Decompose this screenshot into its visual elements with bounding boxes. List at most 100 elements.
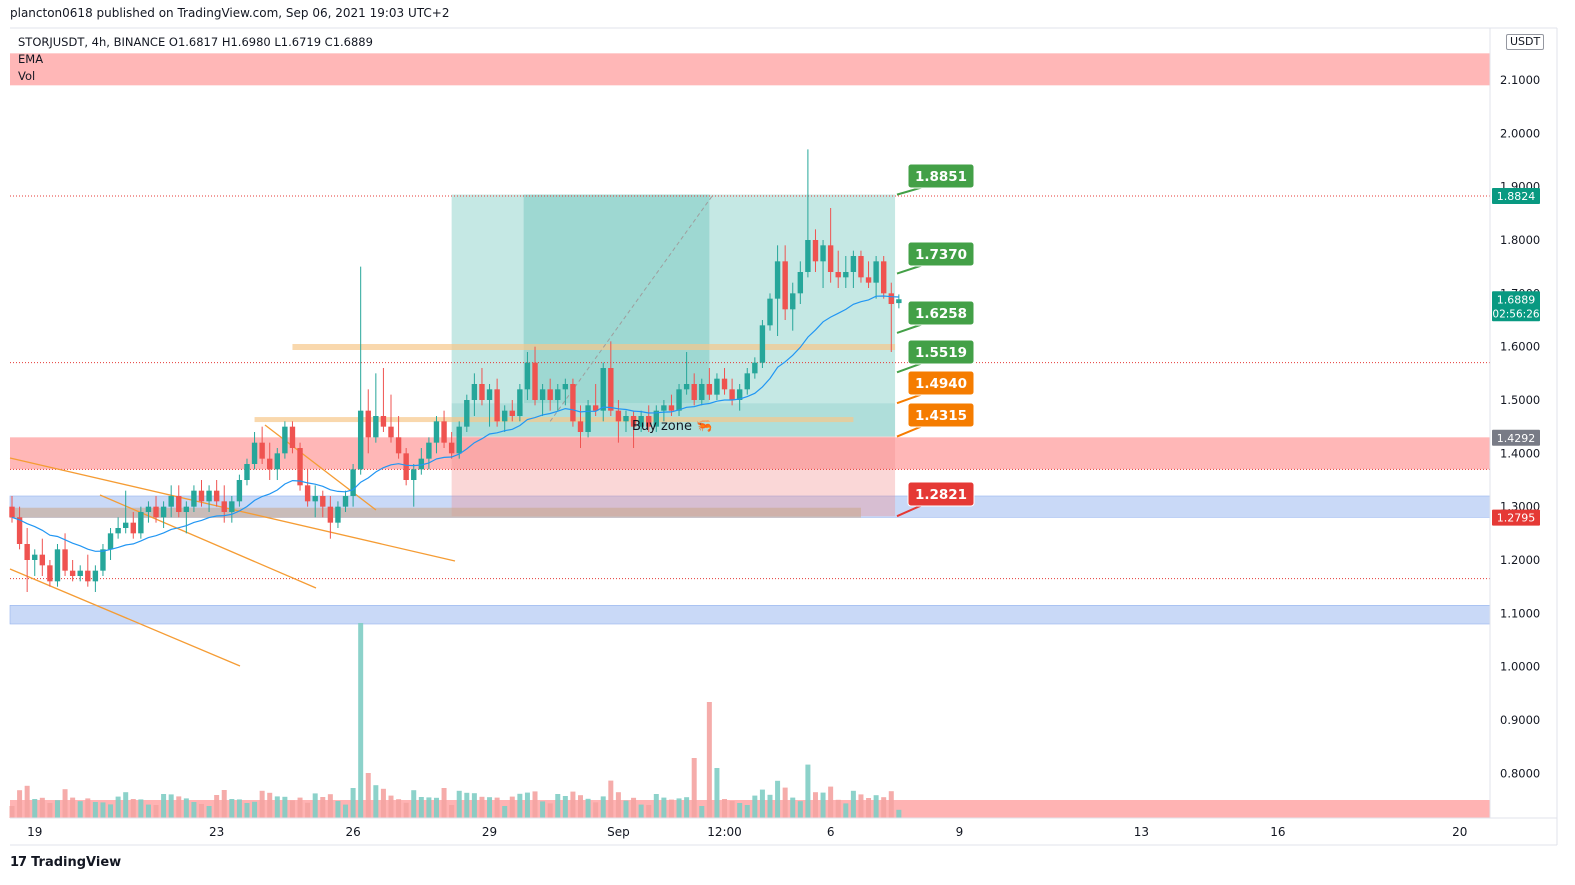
candle-body[interactable] bbox=[615, 410, 622, 422]
candle-body[interactable] bbox=[706, 384, 713, 395]
candle-body[interactable] bbox=[403, 453, 409, 480]
candle-body[interactable] bbox=[176, 496, 182, 512]
candle-body[interactable] bbox=[365, 410, 371, 438]
ema-legend[interactable]: EMA bbox=[18, 52, 44, 66]
candle-body[interactable] bbox=[494, 389, 500, 422]
candle-body[interactable] bbox=[835, 272, 841, 278]
candle-body[interactable] bbox=[244, 464, 250, 480]
candle-body[interactable] bbox=[464, 400, 470, 427]
candle-body[interactable] bbox=[539, 389, 546, 400]
candle-body[interactable] bbox=[160, 506, 167, 518]
candle-body[interactable] bbox=[130, 522, 136, 534]
candle-body[interactable] bbox=[896, 299, 902, 304]
candle-body[interactable] bbox=[77, 570, 83, 576]
candle-body[interactable] bbox=[797, 272, 804, 294]
candle-body[interactable] bbox=[577, 421, 584, 432]
candle-body[interactable] bbox=[714, 378, 720, 395]
candle-body[interactable] bbox=[721, 378, 728, 390]
candle-body[interactable] bbox=[32, 554, 38, 560]
candle-body[interactable] bbox=[486, 389, 493, 400]
candle-body[interactable] bbox=[843, 272, 849, 278]
candle-body[interactable] bbox=[62, 549, 68, 571]
candle-body[interactable] bbox=[850, 256, 857, 272]
candle-body[interactable] bbox=[213, 490, 220, 502]
symbol-legend[interactable]: STORJUSDT, 4h, BINANCE O1.6817 H1.6980 L… bbox=[18, 35, 373, 49]
candle-body[interactable] bbox=[115, 528, 121, 534]
candle-body[interactable] bbox=[47, 565, 53, 582]
candle-body[interactable] bbox=[812, 240, 819, 262]
candle-body[interactable] bbox=[198, 490, 205, 502]
candle-body[interactable] bbox=[16, 517, 23, 544]
currency-unit-badge[interactable]: USDT bbox=[1506, 34, 1545, 50]
candle-body[interactable] bbox=[289, 426, 296, 448]
price-label-entry[interactable] bbox=[907, 370, 975, 396]
candle-body[interactable] bbox=[661, 405, 667, 411]
candle-body[interactable] bbox=[259, 442, 265, 459]
candle-body[interactable] bbox=[744, 373, 750, 390]
candle-body[interactable] bbox=[357, 410, 364, 470]
price-marker-1.6889[interactable] bbox=[1492, 291, 1540, 322]
candle-body[interactable] bbox=[54, 549, 61, 582]
candle-body[interactable] bbox=[395, 437, 402, 454]
candle-body[interactable] bbox=[752, 362, 758, 374]
candle-body[interactable] bbox=[411, 469, 417, 480]
candle-body[interactable] bbox=[168, 496, 174, 507]
candle-body[interactable] bbox=[282, 426, 288, 454]
candle-body[interactable] bbox=[858, 256, 864, 278]
candle-body[interactable] bbox=[183, 506, 190, 512]
candle-body[interactable] bbox=[683, 384, 690, 390]
candle-body[interactable] bbox=[92, 570, 99, 582]
candle-body[interactable] bbox=[865, 277, 872, 283]
price-label-target[interactable] bbox=[907, 163, 975, 189]
candle-body[interactable] bbox=[229, 501, 235, 512]
candle-body[interactable] bbox=[767, 298, 773, 326]
candle-body[interactable] bbox=[638, 416, 644, 427]
candle-body[interactable] bbox=[123, 522, 129, 528]
candle-body[interactable] bbox=[555, 389, 561, 400]
candle-body[interactable] bbox=[327, 506, 334, 523]
candle-body[interactable] bbox=[881, 261, 887, 294]
candle-body[interactable] bbox=[517, 389, 523, 416]
candle-body[interactable] bbox=[456, 426, 462, 454]
candle-body[interactable] bbox=[502, 410, 508, 422]
candle-body[interactable] bbox=[691, 384, 697, 400]
candle-body[interactable] bbox=[805, 240, 811, 272]
candle-body[interactable] bbox=[668, 405, 675, 411]
candle-body[interactable] bbox=[304, 485, 311, 502]
candle-body[interactable] bbox=[646, 416, 652, 427]
candle-body[interactable] bbox=[138, 512, 144, 534]
candle-body[interactable] bbox=[312, 496, 318, 502]
price-label-target[interactable] bbox=[907, 339, 975, 365]
volume-legend[interactable]: Vol bbox=[18, 69, 36, 83]
candle-body[interactable] bbox=[570, 384, 576, 422]
candle-body[interactable] bbox=[350, 469, 356, 496]
candle-body[interactable] bbox=[24, 544, 30, 560]
candle-body[interactable] bbox=[335, 506, 341, 523]
candle-body[interactable] bbox=[107, 533, 114, 550]
candle-body[interactable] bbox=[418, 458, 425, 470]
candle-body[interactable] bbox=[509, 410, 515, 416]
candle-body[interactable] bbox=[69, 570, 76, 576]
candle-body[interactable] bbox=[251, 442, 258, 464]
candle-body[interactable] bbox=[373, 416, 379, 438]
candle-body[interactable] bbox=[479, 384, 485, 400]
candle-body[interactable] bbox=[236, 480, 243, 502]
candle-body[interactable] bbox=[388, 426, 394, 438]
candle-body[interactable] bbox=[441, 421, 447, 443]
candle-body[interactable] bbox=[448, 442, 455, 454]
price-label-target[interactable] bbox=[907, 300, 975, 326]
candle-body[interactable] bbox=[608, 368, 614, 411]
candle-body[interactable] bbox=[274, 453, 280, 470]
candle-body[interactable] bbox=[145, 506, 152, 512]
candle-body[interactable] bbox=[524, 362, 531, 390]
candle-body[interactable] bbox=[85, 570, 91, 582]
candle-body[interactable] bbox=[699, 384, 705, 400]
candle-body[interactable] bbox=[600, 368, 606, 411]
candle-body[interactable] bbox=[191, 490, 197, 507]
candle-body[interactable] bbox=[433, 421, 440, 443]
candle-body[interactable] bbox=[782, 261, 788, 310]
candle-body[interactable] bbox=[426, 442, 432, 459]
candle-body[interactable] bbox=[630, 416, 637, 427]
candle-body[interactable] bbox=[562, 384, 569, 390]
candle-body[interactable] bbox=[320, 496, 326, 507]
